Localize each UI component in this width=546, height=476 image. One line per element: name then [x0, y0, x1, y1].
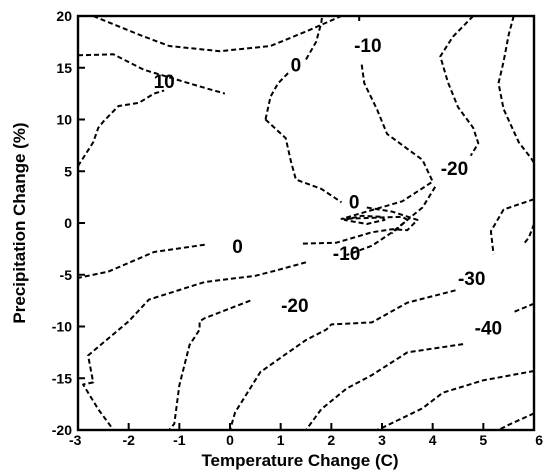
contour-line-minus-10: [340, 64, 434, 235]
x-tick-label: -2: [122, 432, 135, 448]
plot-frame: [76, 14, 536, 432]
contour-label: -20: [281, 296, 308, 317]
contour-line-10: [77, 89, 165, 167]
y-tick-label: 15: [56, 60, 72, 76]
contour-line-10: [77, 53, 226, 95]
contour-line-minus-10: [82, 261, 307, 431]
x-tick-label: -1: [173, 432, 186, 448]
x-tick-label: -3: [69, 432, 82, 448]
y-tick-label: 0: [64, 215, 72, 231]
contour-line-10: [92, 15, 342, 53]
contour-line-minus-30: [489, 198, 535, 255]
x-tick-label: 5: [479, 432, 487, 448]
y-tick-label: -10: [52, 319, 72, 335]
contour-line-minus-10: [523, 223, 535, 245]
y-tick-label: -15: [52, 370, 72, 386]
contour-line-minus-10: [497, 15, 535, 164]
contour-label: 0: [232, 237, 243, 258]
contour-label: -40: [475, 319, 502, 340]
contour-line-minus-20: [346, 186, 437, 257]
contour-label: -30: [458, 269, 485, 290]
y-tick-label: 20: [56, 8, 72, 24]
contour-line-minus-20: [439, 15, 480, 157]
x-tick-label: 4: [429, 432, 437, 448]
contour-label: 0: [349, 192, 360, 213]
contour-line-0: [300, 206, 419, 245]
contour-line-minus-40: [305, 343, 464, 431]
y-tick-label: -5: [60, 267, 73, 283]
y-tick-label: 10: [56, 112, 72, 128]
contour-line-0: [77, 243, 205, 279]
contour-line-0: [264, 72, 290, 120]
contour-labels: 10 0 0 0 -10 -10 -20 -20 -30 -40: [154, 36, 503, 340]
x-tick-label: 3: [378, 432, 386, 448]
y-tick-label: -20: [52, 422, 72, 438]
contour-label: 0: [291, 56, 302, 77]
contour-line-minus-30: [229, 289, 456, 431]
x-axis-label: Temperature Change (C): [201, 451, 398, 470]
x-tick-label: 0: [226, 432, 234, 448]
contour-line-minus-60: [498, 412, 535, 431]
contour-line-minus-40: [513, 302, 535, 313]
contour-lines: [77, 15, 535, 431]
contour-line-minus-50: [376, 370, 535, 431]
y-axis-label: Precipitation Change (%): [10, 122, 29, 323]
contour-label: 10: [154, 72, 175, 93]
contour-label: -20: [441, 159, 468, 180]
x-tick-label: 1: [277, 432, 285, 448]
y-tick-label: 5: [64, 163, 72, 179]
contour-line-0: [305, 15, 324, 60]
contour-line-minus-20: [168, 299, 251, 431]
contour-label: -10: [354, 36, 381, 57]
x-tick-label: 2: [327, 432, 335, 448]
x-tick-label: 6: [535, 432, 543, 448]
contour-label: -10: [333, 244, 360, 265]
contour-line-0: [264, 118, 343, 204]
